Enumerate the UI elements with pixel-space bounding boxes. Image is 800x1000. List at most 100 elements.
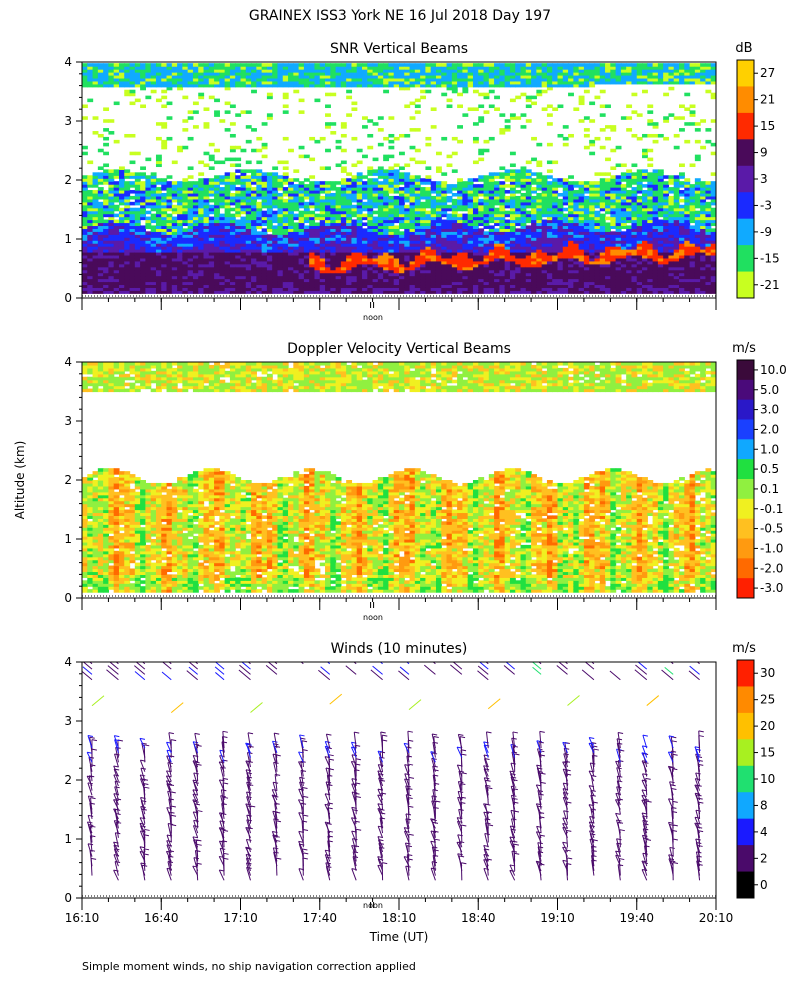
snr-cell: [383, 157, 390, 162]
snr-cell: [97, 201, 104, 206]
y-axis-label: Altitude (km): [13, 441, 27, 520]
snr-cell: [203, 63, 210, 67]
snr-cell: [520, 237, 527, 241]
snr-cell: [214, 201, 220, 206]
snr-cell: [214, 278, 220, 283]
snr-cell: [340, 251, 347, 256]
snr-cell: [589, 80, 596, 85]
snr-cell: [446, 195, 453, 200]
snr-cell: [161, 210, 168, 215]
snr-cell: [118, 66, 125, 70]
snr-cell: [356, 228, 363, 232]
snr-cell: [451, 210, 458, 215]
snr-cell: [150, 284, 157, 288]
snr-cell: [245, 181, 252, 185]
snr-cell: [298, 184, 305, 188]
snr-cell: [441, 69, 448, 73]
snr-cell: [599, 243, 606, 247]
snr-cell: [309, 269, 316, 274]
snr-cell: [504, 278, 511, 283]
snr-cell: [134, 249, 141, 253]
snr-cell: [430, 125, 437, 129]
snr-cell: [356, 69, 363, 73]
snr-cell: [420, 284, 427, 288]
snr-cell: [536, 228, 543, 232]
snr-cell: [462, 219, 469, 224]
snr-cell: [578, 234, 585, 238]
snr-cell: [356, 260, 363, 265]
snr-cell: [277, 77, 284, 82]
snr-cell: [282, 110, 289, 114]
snr-cell: [546, 228, 553, 232]
snr-cell: [383, 284, 390, 288]
snr-cell: [325, 269, 331, 274]
snr-cell: [599, 281, 606, 286]
snr-cell: [557, 74, 564, 79]
snr-cell: [399, 172, 405, 176]
snr-cell: [536, 216, 543, 221]
snr-cell: [399, 249, 405, 253]
snr-cell: [557, 284, 564, 288]
snr-cell: [430, 234, 437, 238]
snr-cell: [393, 243, 400, 247]
snr-cell: [171, 254, 178, 259]
snr-cell: [356, 190, 363, 194]
snr-cell: [171, 246, 178, 250]
snr-cell: [388, 145, 395, 150]
snr-cell: [224, 74, 231, 79]
snr-cell: [277, 216, 284, 221]
snr-cell: [562, 142, 569, 147]
snr-cell: [494, 228, 500, 232]
snr-cell: [187, 234, 194, 238]
snr-cell: [377, 284, 384, 288]
snr-cell: [171, 243, 178, 247]
snr-cell: [520, 187, 527, 191]
snr-cell: [562, 222, 569, 227]
snr-cell: [182, 254, 189, 259]
snr-cell: [414, 128, 421, 132]
snr-cell: [82, 246, 88, 250]
snr-cell: [303, 184, 310, 188]
snr-cell: [541, 225, 548, 229]
snr-cell: [552, 275, 559, 280]
snr-cell: [409, 210, 416, 215]
snr-cell: [325, 251, 331, 256]
snr-cell: [319, 198, 326, 203]
snr-cell: [483, 269, 490, 274]
snr-cell: [155, 181, 162, 185]
snr-cell: [303, 237, 310, 241]
snr-cell: [309, 69, 316, 73]
snr-cell: [240, 260, 247, 265]
snr-cell: [330, 216, 337, 221]
snr-cell: [229, 249, 236, 253]
snr-cell: [430, 184, 437, 188]
snr-cell: [536, 249, 543, 253]
snr-cell: [414, 80, 421, 85]
snr-cell: [219, 240, 226, 244]
snr-cell: [155, 225, 162, 229]
snr-cell: [340, 169, 347, 173]
snr-cell: [235, 257, 242, 262]
snr-cell: [525, 190, 532, 194]
snr-cell: [488, 272, 495, 277]
snr-cell: [504, 195, 511, 200]
snr-cell: [266, 243, 273, 247]
snr-cell: [140, 166, 146, 170]
snr-cell: [82, 219, 88, 224]
snr-cell: [388, 133, 395, 138]
snr-cell: [599, 260, 606, 265]
snr-cell: [303, 249, 310, 253]
snr-cell: [145, 234, 152, 238]
snr-cell: [488, 136, 495, 141]
snr-cell: [488, 184, 495, 188]
snr-cell: [155, 260, 162, 265]
snr-cell: [605, 263, 611, 268]
snr-cell: [118, 213, 125, 218]
snr-cell: [261, 275, 268, 280]
snr-cell: [557, 228, 564, 232]
snr-cell: [261, 272, 268, 277]
snr-cell: [145, 204, 152, 209]
snr-cell: [557, 243, 564, 247]
snr-cell: [351, 163, 358, 168]
snr-cell: [589, 263, 596, 268]
